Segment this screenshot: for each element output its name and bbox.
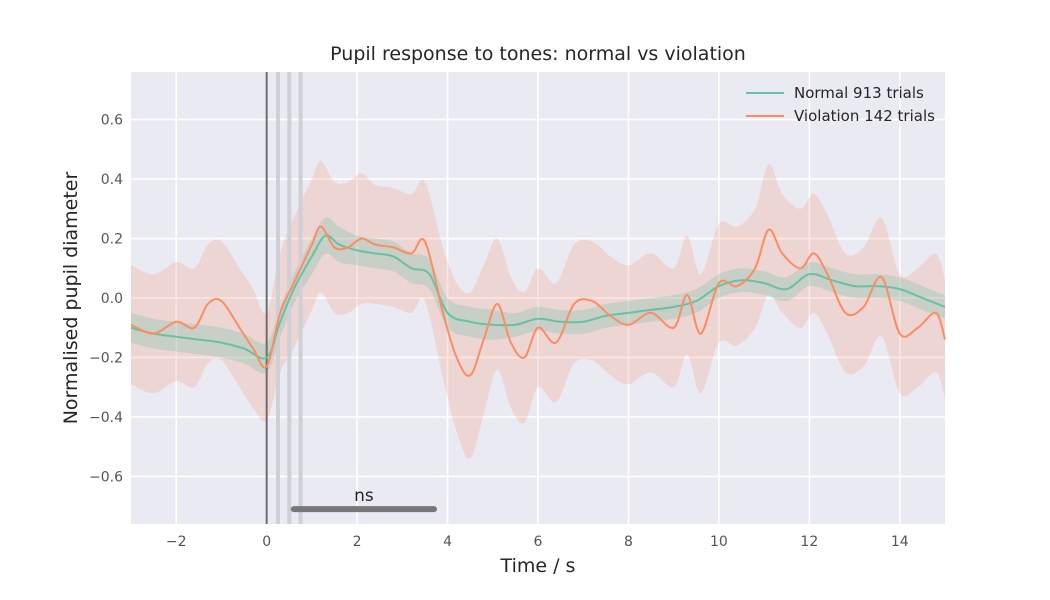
significance-label: ns [354,486,374,506]
y-tick-label: 0.0 [101,291,123,307]
y-tick-label: −0.2 [89,350,123,366]
y-tick-label: −0.4 [89,410,123,426]
x-tick-label: 14 [891,534,909,550]
violation-series-line [130,225,946,377]
legend-label-normal: Normal 913 trials [794,84,924,102]
x-tick-label: 2 [353,534,362,550]
y-tick-label: 0.2 [101,232,123,248]
x-tick-label: 4 [443,534,452,550]
grid [131,72,945,524]
y-tick-label: 0.6 [101,113,123,129]
x-tick-label: −2 [166,534,187,550]
y-tick-label: −0.6 [89,469,123,485]
y-tick-labels: 0.6 0.4 0.2 0.0 −0.2 −0.4 −0.6 [89,113,123,486]
x-tick-labels: −2 0 2 4 6 8 10 12 14 [166,534,909,550]
x-tick-label: 12 [800,534,818,550]
x-axis-title: Time / s [500,555,576,577]
x-tick-label: 0 [262,534,271,550]
legend: Normal 913 trials Violation 142 trials [746,84,935,125]
normal-confidence-band [131,217,945,374]
y-axis-title: Normalised pupil diameter [60,172,82,425]
chart-title: Pupil response to tones: normal vs viola… [330,43,746,65]
confidence-bands [131,161,945,459]
violation-confidence-band [131,161,945,459]
x-tick-label: 10 [710,534,728,550]
series-lines [130,225,946,377]
legend-label-violation: Violation 142 trials [794,107,935,125]
significance-annotation: ns [290,486,437,513]
x-tick-label: 8 [624,534,633,550]
x-tick-label: 6 [534,534,543,550]
y-tick-label: 0.4 [101,172,123,188]
